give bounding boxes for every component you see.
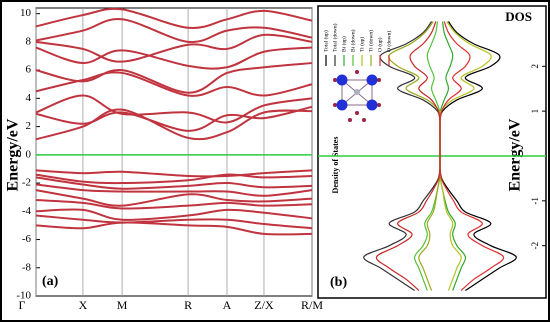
y-tick-label: -8 bbox=[22, 261, 32, 273]
band-line bbox=[35, 214, 313, 230]
band-line bbox=[35, 183, 313, 197]
legend-label: Total (up) bbox=[322, 30, 329, 52]
y-tick-label: 2 bbox=[26, 120, 32, 132]
label-bg bbox=[40, 272, 68, 290]
crystal-structure bbox=[333, 70, 381, 122]
legend-label: Total (down) bbox=[331, 23, 338, 52]
x-tick-label: -1 bbox=[530, 197, 540, 205]
band-line bbox=[35, 173, 313, 185]
y-tick-label: 8 bbox=[26, 35, 32, 47]
x-tick-label: R bbox=[184, 298, 192, 312]
band-line bbox=[35, 33, 313, 63]
panel-label: (b) bbox=[330, 275, 347, 290]
y-tick-label: -2 bbox=[22, 177, 31, 189]
panel-label: (a) bbox=[42, 274, 59, 289]
y-tick-label: 6 bbox=[26, 64, 32, 76]
legend-label: Ti (down) bbox=[367, 30, 374, 52]
band-line bbox=[35, 7, 313, 29]
band-line bbox=[35, 221, 313, 236]
y-tick-label: -4 bbox=[22, 205, 32, 217]
legend-label: Bi (up) bbox=[340, 36, 347, 52]
x-tick-label: Γ bbox=[19, 298, 26, 312]
legend-label: O (up) bbox=[376, 37, 383, 52]
x-tick-label: R/M bbox=[301, 298, 323, 312]
dos-x-label: Energy/eV bbox=[507, 118, 524, 191]
y-tick-label: -10 bbox=[16, 290, 31, 302]
y-tick-label: 0 bbox=[26, 148, 32, 160]
x-tick-label: A bbox=[223, 298, 232, 312]
dos-y-label: Density of States bbox=[331, 137, 340, 194]
x-tick-label: 2 bbox=[530, 64, 540, 69]
band-line bbox=[35, 18, 313, 44]
x-tick-label: M bbox=[117, 298, 128, 312]
dos-line bbox=[375, 21, 441, 291]
band-line bbox=[35, 94, 313, 124]
y-tick-label: -6 bbox=[22, 233, 32, 245]
dos-title: DOS bbox=[505, 9, 532, 24]
dos-plot-frame bbox=[317, 5, 547, 299]
legend-label: O (down) bbox=[385, 31, 392, 52]
band-line bbox=[35, 189, 313, 207]
legend-label: Bi (down) bbox=[349, 29, 356, 52]
band-line bbox=[35, 108, 313, 141]
y-tick-label: 10 bbox=[20, 7, 32, 19]
legend-label: Ti (up) bbox=[358, 37, 365, 52]
band-line bbox=[35, 46, 313, 70]
band-line bbox=[35, 71, 313, 97]
band-line bbox=[35, 105, 313, 132]
band-y-label: Energy/eV bbox=[5, 118, 22, 191]
band-line bbox=[35, 62, 313, 94]
y-tick-label: 4 bbox=[26, 92, 32, 104]
x-tick-label: X bbox=[79, 298, 88, 312]
band-line bbox=[35, 169, 313, 178]
band-line bbox=[35, 208, 313, 221]
x-tick-label: Z/X bbox=[254, 298, 274, 312]
x-tick-label: -2 bbox=[530, 242, 540, 250]
band-line bbox=[35, 176, 313, 190]
band-line bbox=[35, 199, 313, 210]
x-tick-label: 1 bbox=[530, 109, 540, 114]
